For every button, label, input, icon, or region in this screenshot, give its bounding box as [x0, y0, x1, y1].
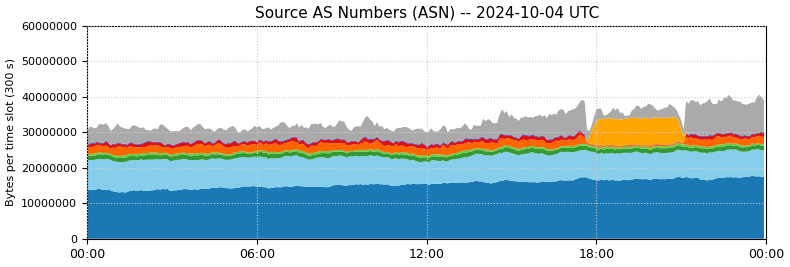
Y-axis label: Bytes per time slot (300 s): Bytes per time slot (300 s)	[6, 58, 16, 206]
Title: Source AS Numbers (ASN) -- 2024-10-04 UTC: Source AS Numbers (ASN) -- 2024-10-04 UT…	[254, 6, 599, 21]
